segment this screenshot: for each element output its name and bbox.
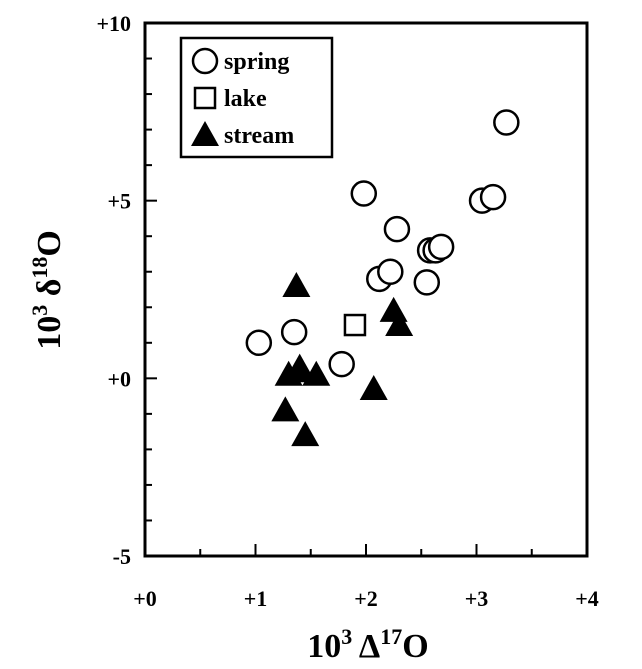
stream-point bbox=[302, 360, 331, 386]
y-axis-title: 103 δ18O bbox=[27, 230, 68, 350]
spring-point bbox=[280, 318, 308, 346]
x-axis-title: 103 Δ17O bbox=[307, 624, 428, 665]
legend: spring lake stream bbox=[179, 36, 334, 159]
spring-point bbox=[427, 233, 455, 261]
legend-stream-label: stream bbox=[224, 123, 294, 149]
series-stream bbox=[271, 271, 414, 447]
x-tick-label: +1 bbox=[244, 586, 268, 611]
y-tick-label: -5 bbox=[113, 544, 131, 569]
y-tick-label: +0 bbox=[107, 366, 131, 391]
legend-lake-marker bbox=[193, 86, 217, 110]
x-tick-label: +0 bbox=[133, 586, 157, 611]
y-tick-label: +10 bbox=[96, 11, 131, 36]
stream-point bbox=[282, 271, 311, 297]
stream-point bbox=[385, 311, 414, 337]
series-spring bbox=[245, 109, 520, 378]
x-tick-label: +4 bbox=[575, 586, 599, 611]
series-lake bbox=[343, 313, 367, 337]
stream-point bbox=[271, 396, 300, 422]
stream-point bbox=[359, 374, 388, 400]
stream-point bbox=[379, 296, 408, 322]
axis-ticks bbox=[144, 22, 588, 557]
legend-spring-label: spring bbox=[224, 49, 289, 75]
data-points bbox=[245, 109, 520, 447]
x-tick-label: +3 bbox=[465, 586, 489, 611]
spring-point bbox=[377, 258, 404, 285]
lake-point bbox=[343, 313, 367, 337]
x-tick-label: +2 bbox=[354, 586, 378, 611]
legend-stream-marker bbox=[191, 121, 219, 146]
legend-lake-label: lake bbox=[224, 86, 267, 112]
tick-labels: +0 +1 +2 +3 +4-5+0+5+10 bbox=[96, 11, 598, 611]
spring-point bbox=[245, 329, 273, 357]
spring-point bbox=[350, 180, 378, 207]
spring-point bbox=[413, 269, 441, 296]
spring-point bbox=[479, 183, 507, 211]
stream-point bbox=[291, 421, 320, 447]
legend-spring-marker bbox=[191, 47, 219, 75]
spring-point bbox=[383, 215, 411, 243]
stream-point bbox=[285, 353, 314, 379]
spring-point bbox=[328, 350, 355, 378]
spring-point bbox=[493, 109, 520, 136]
y-tick-label: +5 bbox=[107, 189, 131, 214]
